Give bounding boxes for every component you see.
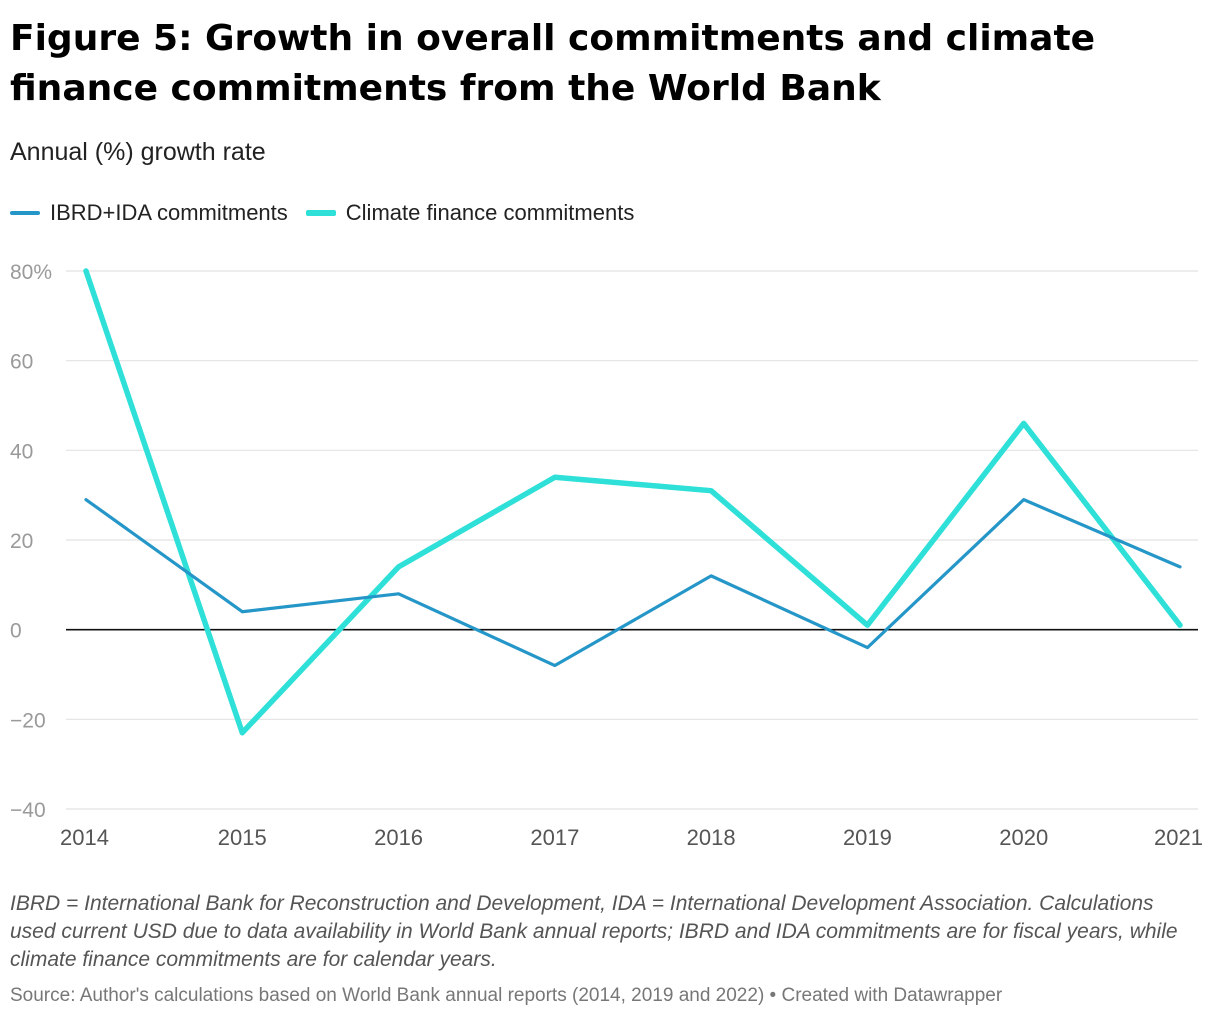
x-tick-label: 2021	[1154, 825, 1203, 850]
legend-item-ibrd-ida: IBRD+IDA commitments	[10, 200, 288, 226]
legend-swatch-ibrd-ida	[10, 211, 40, 215]
line-chart: 80% 60 40 20 0 −20 −40 2014 2015 2016 2017 2018 2019…	[0, 250, 1220, 870]
y-tick-label: 60	[10, 351, 33, 374]
chart-source: Source: Author's calculations based on W…	[10, 985, 1002, 1007]
x-tick-label: 2015	[218, 825, 267, 850]
x-tick-label: 2017	[530, 825, 579, 850]
x-tick-label: 2019	[843, 825, 892, 850]
chart-title: Figure 5: Growth in overall commitments …	[10, 14, 1190, 114]
y-tick-label: 80%	[10, 261, 52, 284]
legend-label-ibrd-ida: IBRD+IDA commitments	[50, 200, 288, 226]
chart-subtitle: Annual (%) growth rate	[10, 138, 266, 167]
y-tick-label: 20	[10, 530, 33, 553]
legend-label-climate-finance: Climate finance commitments	[346, 200, 635, 226]
series-line-climate-finance	[86, 271, 1180, 733]
legend: IBRD+IDA commitments Climate finance com…	[10, 200, 652, 226]
x-tick-label: 2018	[687, 825, 736, 850]
y-tick-label: 40	[10, 440, 33, 463]
y-tick-label: 0	[10, 620, 22, 643]
y-tick-label: −20	[10, 709, 46, 732]
x-tick-label: 2020	[999, 825, 1048, 850]
x-tick-label: 2016	[374, 825, 423, 850]
y-tick-label: −40	[10, 799, 46, 822]
legend-swatch-climate-finance	[306, 210, 336, 216]
x-tick-label: 2014	[60, 825, 109, 850]
series-line-ibrd-ida	[86, 500, 1180, 666]
legend-item-climate-finance: Climate finance commitments	[306, 200, 635, 226]
chart-notes: IBRD = International Bank for Reconstruc…	[10, 890, 1200, 974]
